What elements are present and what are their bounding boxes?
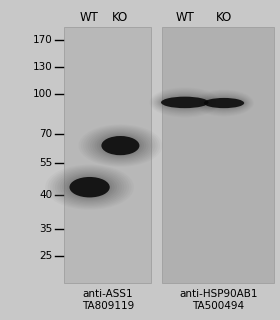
Ellipse shape <box>99 135 142 156</box>
Ellipse shape <box>69 177 110 197</box>
Ellipse shape <box>85 128 155 163</box>
Ellipse shape <box>155 92 214 113</box>
Text: 55: 55 <box>39 158 53 168</box>
Ellipse shape <box>154 91 216 114</box>
Text: 35: 35 <box>39 224 53 234</box>
Ellipse shape <box>200 95 248 111</box>
Text: anti-HSP90AB1: anti-HSP90AB1 <box>179 289 258 299</box>
FancyBboxPatch shape <box>64 27 151 283</box>
Text: WT: WT <box>175 11 194 24</box>
Text: WT: WT <box>80 11 99 24</box>
Text: 100: 100 <box>33 89 53 100</box>
Ellipse shape <box>194 90 254 116</box>
Ellipse shape <box>97 134 144 157</box>
Ellipse shape <box>203 97 245 109</box>
Ellipse shape <box>197 92 251 114</box>
Ellipse shape <box>160 95 210 109</box>
Ellipse shape <box>199 94 249 112</box>
Ellipse shape <box>95 132 146 159</box>
Text: TA500494: TA500494 <box>192 301 244 311</box>
Text: 40: 40 <box>39 190 53 200</box>
Ellipse shape <box>48 166 132 209</box>
Text: KO: KO <box>216 11 232 24</box>
Ellipse shape <box>62 173 117 201</box>
Ellipse shape <box>55 170 124 205</box>
Text: 130: 130 <box>33 62 53 72</box>
FancyBboxPatch shape <box>162 27 274 283</box>
Ellipse shape <box>50 167 129 207</box>
Text: TA809119: TA809119 <box>82 301 134 311</box>
Ellipse shape <box>201 96 247 110</box>
Ellipse shape <box>90 130 151 161</box>
Ellipse shape <box>81 126 160 165</box>
Ellipse shape <box>152 90 217 115</box>
Ellipse shape <box>53 168 127 206</box>
Ellipse shape <box>157 93 213 112</box>
Ellipse shape <box>195 91 253 115</box>
Ellipse shape <box>101 136 139 155</box>
Ellipse shape <box>198 93 250 113</box>
Ellipse shape <box>204 98 244 108</box>
Ellipse shape <box>161 97 209 108</box>
Ellipse shape <box>78 124 162 167</box>
Text: KO: KO <box>112 11 129 24</box>
Text: 25: 25 <box>39 251 53 261</box>
Ellipse shape <box>92 132 149 160</box>
Text: 70: 70 <box>39 129 53 140</box>
Ellipse shape <box>150 87 220 117</box>
Text: anti-ASS1: anti-ASS1 <box>83 289 133 299</box>
Ellipse shape <box>158 94 211 110</box>
Ellipse shape <box>83 127 158 164</box>
Ellipse shape <box>88 129 153 162</box>
Ellipse shape <box>60 172 120 202</box>
Ellipse shape <box>57 171 122 204</box>
Ellipse shape <box>151 89 219 116</box>
Ellipse shape <box>65 174 115 200</box>
Ellipse shape <box>45 165 134 210</box>
Text: 170: 170 <box>33 35 53 45</box>
Ellipse shape <box>67 176 112 199</box>
